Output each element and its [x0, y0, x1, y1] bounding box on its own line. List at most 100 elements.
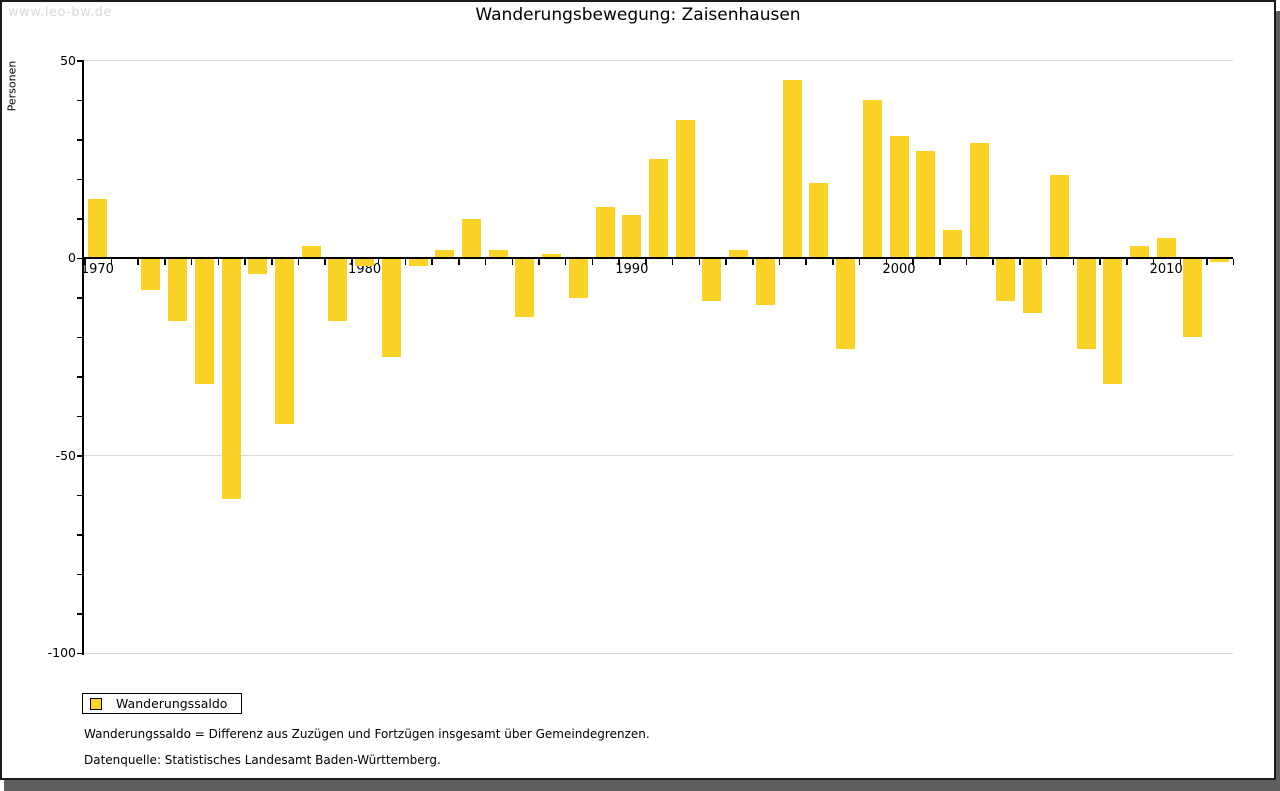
x-tick-30 [885, 259, 888, 265]
y-tick--10 [77, 297, 83, 299]
x-tick-38 [1099, 259, 1101, 265]
bar-1994 [729, 250, 749, 258]
bar-1985 [488, 250, 508, 258]
x-tick-20 [618, 259, 620, 265]
y-tick-20 [77, 178, 83, 180]
x-tick-11 [377, 259, 380, 265]
bar-1973 [168, 258, 188, 322]
y-tick--90 [77, 613, 83, 615]
x-tick-19 [591, 259, 594, 265]
bar-1970 [87, 198, 107, 258]
x-tick-39 [1126, 259, 1128, 265]
y-tick--60 [77, 494, 83, 496]
x-tick-0 [84, 259, 86, 265]
x-tick-31 [912, 259, 914, 265]
x-tick-33 [965, 259, 968, 265]
x-tick-10 [351, 259, 353, 265]
gridline-50 [84, 60, 1233, 61]
y-tick-label-50: 50 [60, 52, 76, 68]
legend-swatch-icon [90, 697, 102, 710]
legend-label: Wanderungssaldo [116, 696, 228, 711]
x-tick-label-1990: 1990 [615, 262, 649, 277]
x-tick-label-2010: 2010 [1149, 262, 1183, 277]
x-tick-15 [484, 259, 487, 265]
bar-1999 [862, 100, 882, 258]
y-tick-0 [77, 257, 83, 259]
bar-1992 [675, 119, 695, 258]
y-tick--80 [77, 573, 83, 575]
x-tick-17 [538, 259, 540, 265]
bar-1986 [515, 258, 535, 318]
bar-2011 [1183, 258, 1203, 337]
bar-1977 [274, 258, 294, 424]
x-tick-1 [110, 259, 113, 265]
x-tick-25 [752, 259, 754, 265]
bar-1990 [622, 214, 642, 258]
y-tick--100 [77, 652, 83, 654]
migration-bar-chart: 50 0 -50 -100 1970 1980 1990 2000 2010 [2, 2, 1274, 702]
bar-2002 [942, 230, 962, 258]
x-tick-27 [805, 259, 807, 265]
y-tick-label--100: -100 [47, 645, 76, 660]
bar-2008 [1103, 258, 1123, 385]
x-tick-41 [1179, 259, 1182, 265]
x-tick-label-1970: 1970 [80, 262, 114, 277]
bar-2003 [969, 143, 989, 258]
bar-2010 [1156, 238, 1176, 258]
bar-1982 [408, 258, 428, 266]
bar-1997 [809, 182, 829, 258]
gridline--50 [84, 455, 1233, 456]
bar-1976 [248, 258, 268, 274]
bar-2009 [1129, 246, 1149, 258]
bar-1979 [328, 258, 348, 322]
x-tick-8 [297, 259, 300, 265]
bar-1987 [542, 254, 562, 258]
y-tick--20 [77, 336, 83, 338]
bar-2001 [916, 151, 936, 258]
footnote-source: Datenquelle: Statistisches Landesamt Bad… [84, 753, 441, 767]
x-tick-21 [645, 259, 647, 265]
watermark: www.leo-bw.de [8, 5, 112, 20]
bar-1974 [194, 258, 214, 385]
x-tick-6 [244, 259, 246, 265]
x-tick-9 [324, 259, 326, 265]
bar-1981 [381, 258, 401, 357]
x-tick-32 [939, 259, 941, 265]
x-tick-43 [1232, 259, 1235, 265]
x-tick-16 [511, 259, 514, 265]
y-tick--50 [77, 455, 83, 457]
x-tick-22 [671, 259, 674, 265]
gridline--100 [84, 652, 1233, 654]
bar-2000 [889, 135, 909, 258]
bar-1988 [568, 258, 588, 298]
bar-1984 [461, 218, 481, 258]
x-tick-7 [271, 259, 273, 265]
y-tick-30 [77, 139, 83, 141]
x-tick-26 [778, 259, 781, 265]
x-tick-13 [431, 259, 433, 265]
y-tick--30 [77, 376, 83, 378]
bar-1972 [141, 258, 161, 290]
bar-1983 [435, 250, 455, 258]
legend: Wanderungssaldo [82, 693, 242, 714]
bar-2004 [996, 258, 1016, 302]
y-tick-50 [77, 60, 83, 62]
y-tick-10 [77, 218, 83, 220]
y-axis [82, 59, 84, 655]
y-tick-label-0: 0 [68, 250, 76, 265]
x-tick-5 [217, 259, 220, 265]
y-tick--40 [77, 415, 83, 417]
x-tick-4 [190, 259, 193, 265]
bar-1996 [782, 80, 802, 258]
x-tick-23 [698, 259, 701, 265]
bar-1980 [355, 258, 375, 266]
bar-2005 [1023, 258, 1043, 314]
x-tick-40 [1152, 259, 1155, 265]
x-tick-34 [992, 259, 994, 265]
x-tick-36 [1045, 259, 1048, 265]
x-tick-28 [832, 259, 834, 265]
bar-1993 [702, 258, 722, 302]
bar-1975 [221, 258, 241, 499]
bar-2006 [1049, 175, 1069, 258]
